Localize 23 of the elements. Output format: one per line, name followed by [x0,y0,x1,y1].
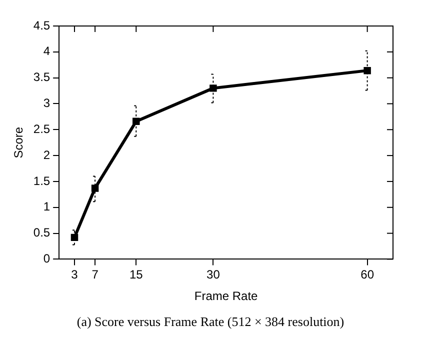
point [364,66,371,74]
x-tick-label: 15 [129,268,144,282]
point [70,234,78,242]
x-tick-label: 3 [71,268,78,282]
y-tick-label: 1 [43,200,50,214]
y-tick-label: 1.5 [33,174,50,188]
text: (a) Score versus Frame Rate (512 × 384 resolution) [76,314,346,330]
point [132,118,140,125]
y-tick-label: 4.5 [33,18,50,32]
y-tick-label: 2 [43,148,50,162]
y-tick-label: 4 [43,44,50,58]
y-tick-label: 2.5 [33,122,50,136]
point [91,184,99,192]
y-tick-label: 3 [43,96,50,110]
x-tick-label: 30 [206,268,220,282]
y-tick-label: 0 [43,252,50,266]
y-tick-label: 3.5 [33,70,50,84]
y-tick-label: 0.5 [33,226,50,240]
x-tick-label: 7 [92,268,99,282]
point [210,84,217,92]
x-tick-label: 60 [360,268,374,282]
y-axis-title: Score [12,126,26,158]
x-axis-title: Frame Rate [194,289,258,304]
